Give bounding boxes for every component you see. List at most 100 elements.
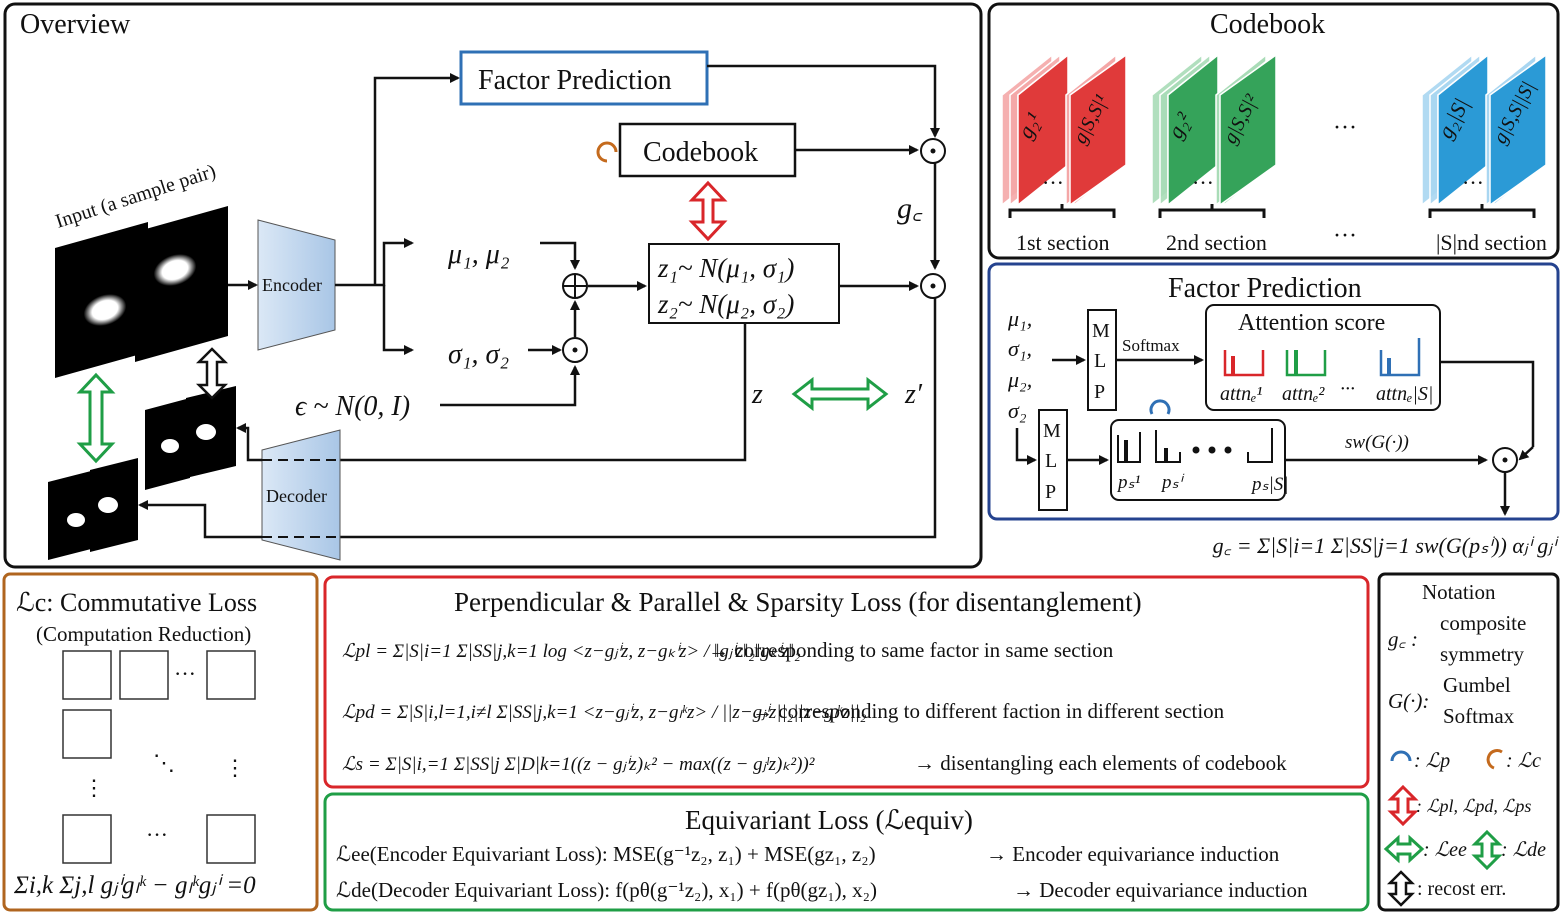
notation-black: : recost err.	[1417, 878, 1506, 900]
mlp-bottom	[1038, 409, 1068, 511]
notation-red-arrow-icon	[1387, 784, 1419, 827]
perp-row0-formula: ℒpl = Σ|S|i=1 Σ|SS|j,k=1 log <z−gⱼⁱz, z−…	[342, 641, 801, 662]
equiv-row0-formula: ℒee(Encoder Equivariant Loss): MSE(g⁻¹z₂…	[336, 842, 876, 866]
codebook-section-label-2: 2nd section	[1166, 230, 1267, 255]
gc-formula: g꜀ = Σ|S|i=1 Σ|SS|j=1 sw(G(pₛⁱ)) αⱼⁱ gⱼⁱ	[1213, 533, 1559, 558]
codebook-label: Codebook	[643, 137, 758, 168]
sampling-box	[648, 243, 840, 324]
notation-g-desc-0: Gumbel	[1443, 673, 1511, 697]
codebook-dots-1: ···	[1042, 170, 1064, 195]
output-images	[48, 386, 236, 560]
perp-row0-desc: → corresponding to same factor in same s…	[708, 638, 1114, 662]
factor-prediction-label: Factor Prediction	[478, 65, 672, 96]
loop-lp-icon	[1149, 399, 1171, 415]
svg-text:⋮: ⋮	[224, 755, 246, 780]
equiv-title: Equivariant Loss (ℒequiv)	[685, 805, 973, 835]
eps-label: ϵ ~ N(0, I)	[295, 391, 410, 422]
codebook-section-3: ···g₂|S| g|S,S||S||S|nd section	[1421, 53, 1547, 255]
perp-title: Perpendicular & Parallel & Sparsity Loss…	[454, 587, 1142, 617]
encoder-label: Encoder	[262, 275, 322, 295]
decoder-block: Decoder	[261, 429, 341, 561]
green-vertical-arrow-icon	[76, 372, 116, 464]
mlp-top	[1087, 309, 1117, 411]
svg-text:···: ···	[174, 661, 196, 686]
z2-dist: z₂~ N(μ₂, σ₂)	[657, 289, 794, 319]
perp-row1-formula: ℒpd = Σ|S|i,l=1,i≠l Σ|SS|j,k=1 <z−gⱼⁱz, …	[342, 702, 867, 723]
codebook-box	[618, 122, 797, 178]
notation-green-ee: : ℒee	[1423, 839, 1467, 861]
mu-label: μ₁, μ₂	[447, 239, 510, 270]
encoder-block: Encoder	[257, 219, 336, 351]
equiv-loss-panel: Equivariant Loss (ℒequiv) ℒee(Encoder Eq…	[323, 792, 1370, 912]
decoder-label: Decoder	[266, 486, 327, 506]
codebook-dots-3: ···	[1462, 170, 1484, 195]
attention-box	[1205, 304, 1441, 411]
notation-g-desc-1: Softmax	[1443, 704, 1515, 728]
svg-text:···: ···	[146, 822, 168, 847]
fp-input-0: μ₁,	[1007, 306, 1032, 331]
codebook-panel-title: Codebook	[1210, 9, 1325, 40]
notation-gc-desc-0: composite	[1440, 611, 1526, 635]
notation-title: Notation	[1422, 580, 1496, 604]
commutative-title: ℒc: Commutative Loss	[16, 588, 257, 617]
overview-title: Overview	[20, 9, 131, 40]
notation-gc-sym: g꜀ :	[1388, 627, 1418, 651]
svg-text:⋱: ⋱	[153, 750, 175, 775]
mlp-top-m: M	[1092, 320, 1110, 342]
sigma-label: σ₁, σ₂	[448, 339, 509, 370]
fp-input-2: μ₂,	[1007, 367, 1032, 392]
attn-label-2: attnₑ|S|	[1376, 383, 1433, 405]
perp-row2-formula: ℒs = Σ|S|i,=1 Σ|SS|j Σ|D|k=1((z − gⱼⁱz)ₖ…	[342, 754, 815, 775]
mlp-bottom-m: M	[1043, 420, 1061, 442]
z-label: z	[751, 379, 763, 410]
codebook-dots-2: ···	[1192, 170, 1214, 195]
notation-g-sym: G(·):	[1388, 689, 1429, 713]
black-double-arrow-icon	[195, 347, 229, 400]
notation-red: : ℒpl, ℒpd, ℒps	[1416, 796, 1531, 816]
mlp-top-l: L	[1094, 350, 1106, 372]
notation-green-de: : ℒde	[1501, 839, 1546, 861]
svg-text:⋮: ⋮	[83, 775, 105, 800]
softmax-label: Softmax	[1122, 336, 1180, 355]
section-ellipsis: ···	[1333, 223, 1357, 249]
commutative-panel: ℒc: Commutative Loss (Computation Reduct…	[2, 572, 319, 912]
notation-lc-icon	[1486, 749, 1503, 770]
commutative-subtitle: (Computation Reduction)	[36, 622, 251, 646]
commutative-formula: Σi,k Σj,l gⱼⁱgₗᵏ − gₗᵏgⱼⁱ =0	[13, 872, 256, 899]
codebook-ellipsis: ···	[1333, 115, 1357, 141]
perp-loss-panel: Perpendicular & Parallel & Sparsity Loss…	[323, 575, 1370, 789]
perp-row2-desc: → disentangling each elements of codeboo…	[914, 751, 1287, 775]
notation-black-arrow-icon	[1386, 870, 1416, 907]
notation-panel: Notation g꜀ : composite symmetry G(·): G…	[1377, 572, 1560, 912]
red-double-arrow-icon	[688, 180, 728, 242]
equiv-row0-desc: → Encoder equivariance induction	[986, 842, 1280, 866]
mlp-bottom-l: L	[1045, 450, 1057, 472]
p-label-2: pₛ|S|	[1250, 474, 1289, 495]
notation-lc: : ℒc	[1506, 750, 1541, 772]
factor-prediction-box	[459, 50, 709, 106]
overview-panel: Overview Input (a sample pair) Encoder F…	[3, 2, 983, 569]
attn-label-1: attnₑ²	[1282, 383, 1325, 405]
attn-bars	[1223, 338, 1421, 377]
equiv-row1-formula: ℒde(Decoder Equivariant Loss): f(pθ(g⁻¹z…	[336, 878, 877, 902]
factor-prediction-panel: Factor Prediction μ₁, σ₁, μ₂, σ₂ M L P S…	[987, 262, 1560, 521]
mlp-top-p: P	[1094, 381, 1105, 403]
green-double-arrow-icon	[791, 376, 889, 412]
p-label-0: pₛ¹	[1116, 472, 1141, 493]
zprime-label: z′	[904, 379, 923, 410]
mlp-bottom-p: P	[1045, 481, 1056, 503]
attn-ellipsis: ···	[1340, 378, 1355, 400]
p-label-1: pₛⁱ	[1160, 472, 1185, 493]
z1-dist: z₁~ N(μ₁, σ₁)	[657, 253, 794, 283]
codebook-section-label-3: |S|nd section	[1436, 230, 1547, 255]
attn-label-0: attnₑ¹	[1220, 383, 1262, 405]
factor-panel-title: Factor Prediction	[1168, 273, 1362, 304]
perp-row1-desc: → corresponding to different faction in …	[752, 699, 1225, 723]
notation-lp: : ℒp	[1414, 750, 1450, 772]
notation-green-h-arrow-icon	[1383, 834, 1425, 864]
sw-label: sw(G(·))	[1345, 432, 1409, 453]
